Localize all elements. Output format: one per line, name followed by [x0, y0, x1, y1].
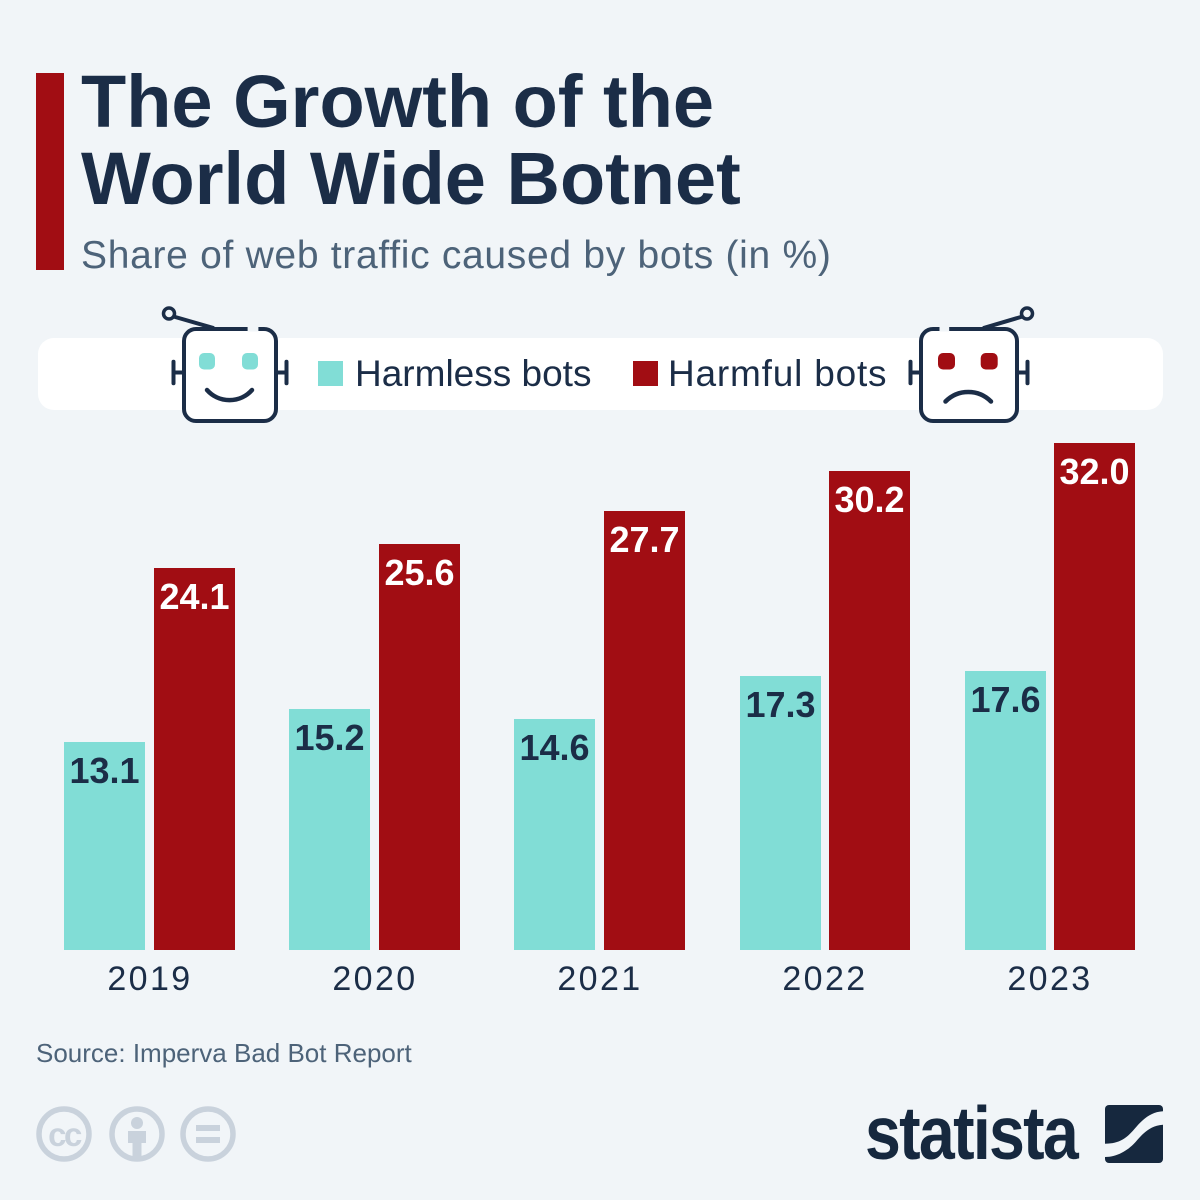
svg-text:cc: cc	[48, 1116, 82, 1153]
